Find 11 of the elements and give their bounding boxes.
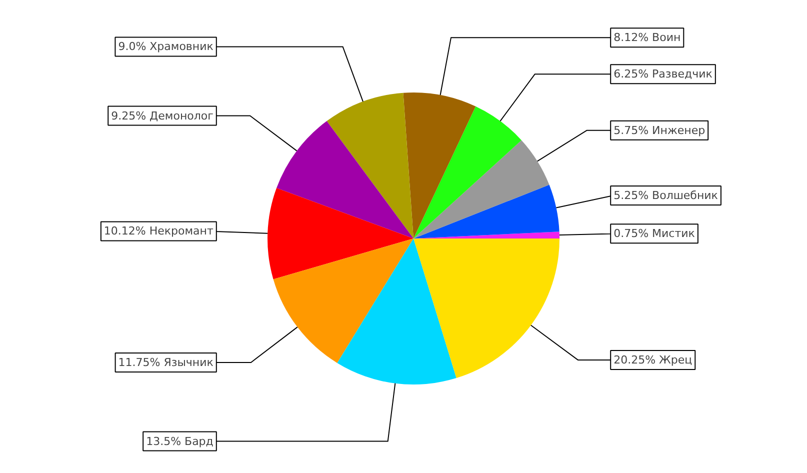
slice-label: 5.25% Волшебник [614,188,718,202]
slice-label: 10.12% Некромант [104,224,214,238]
slice-label: 0.75% Мистик [614,227,696,240]
slice-label: 8.12% Воин [614,31,681,44]
slice-label: 5.75% Инженер [614,124,706,137]
slice-label: 9.25% Демонолог [111,109,214,122]
slice-label: 6.25% Разведчик [614,68,713,81]
slice-label: 9.0% Храмовник [118,40,214,54]
slice-label: 13.5% Бард [146,434,214,448]
slice-label: 11.75% Язычник [118,356,214,369]
slice-label: 20.25% Жрец [614,353,692,366]
